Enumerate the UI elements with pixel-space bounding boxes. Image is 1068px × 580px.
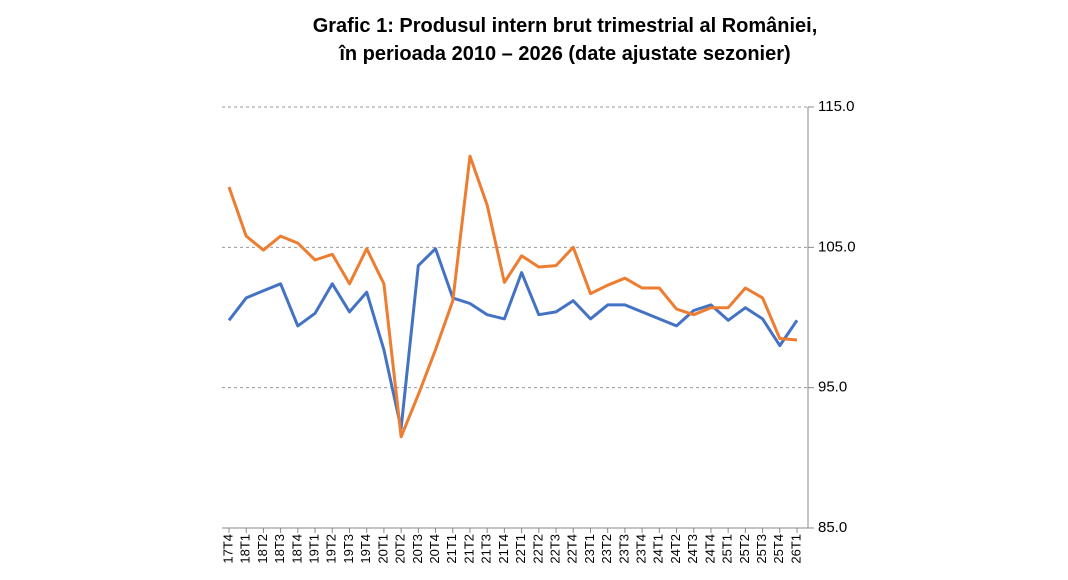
x-tick-label: 20T1 (375, 534, 390, 564)
x-tick-label: 19T4 (358, 534, 373, 564)
y-tick-label: 115.0 (818, 98, 854, 115)
x-tick-label: 20T2 (393, 534, 408, 564)
x-tick-label: 18T4 (289, 534, 304, 564)
chart-subtitle: în perioada 2010 – 2026 (date ajustate s… (338, 43, 790, 65)
x-tick-label: 22T2 (530, 534, 545, 564)
x-tick-label: 24T4 (702, 534, 717, 564)
x-tick-label: 25T3 (754, 534, 769, 564)
x-tick-label: 17T4 (220, 534, 235, 564)
series-line (227, 154, 798, 439)
x-tick-label: 21T3 (479, 534, 494, 564)
x-tick-label: 24T2 (668, 534, 683, 564)
x-tick-label: 23T1 (582, 534, 597, 564)
x-tick-label: 23T2 (599, 534, 614, 564)
x-tick-label: 22T4 (565, 534, 580, 564)
x-tick-label: 19T3 (341, 534, 356, 564)
x-tick-label: 22T3 (547, 534, 562, 564)
x-tick-label: 26T1 (788, 534, 803, 564)
x-tick-label: 20T3 (410, 534, 425, 564)
x-tick-label: 18T1 (238, 534, 253, 564)
x-tick-label: 25T4 (771, 534, 786, 564)
x-tick-label: 18T3 (272, 534, 287, 564)
y-tick-label: 95.0 (818, 379, 847, 396)
x-tick-label: 21T1 (444, 534, 459, 564)
x-tick-label: 18T2 (255, 534, 270, 564)
x-tick-label: 25T2 (737, 534, 752, 564)
x-tick-label: 22T1 (513, 534, 528, 564)
chart-title: Grafic 1: Produsul intern brut trimestri… (313, 15, 818, 37)
y-tick-label: 85.0 (818, 519, 847, 536)
x-tick-label: 24T1 (651, 534, 666, 564)
x-tick-label: 25T1 (720, 534, 735, 564)
y-tick-label: 105.0 (818, 238, 856, 255)
x-tick-label: 21T2 (461, 534, 476, 564)
x-tick-label: 19T1 (306, 534, 321, 564)
x-tick-label: 23T4 (634, 534, 649, 564)
x-tick-label: 19T2 (324, 534, 339, 564)
x-tick-label: 20T4 (427, 534, 442, 564)
series-line (227, 247, 799, 430)
x-tick-label: 21T4 (496, 534, 511, 564)
x-tick-label: 23T3 (616, 534, 631, 564)
x-tick-label: 24T3 (685, 534, 700, 564)
